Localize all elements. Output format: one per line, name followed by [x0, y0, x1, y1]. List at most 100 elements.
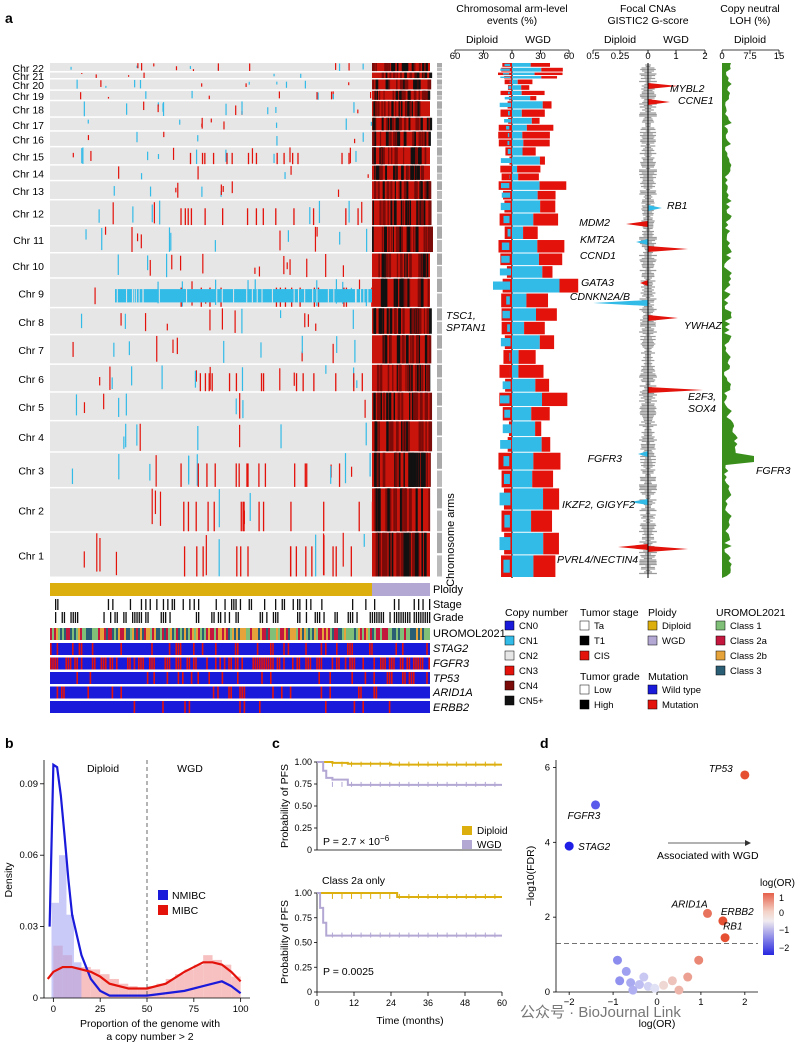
focal-peak [630, 499, 648, 505]
wgd-segment [408, 200, 410, 226]
cn-segment [111, 377, 113, 389]
cn-segment [179, 255, 182, 271]
wgd-segment [426, 364, 430, 392]
cn-segment [75, 394, 78, 416]
arm-dip-loss [508, 91, 510, 95]
uromol-cell [270, 628, 272, 640]
uromol-cell [158, 628, 160, 640]
mutation-mark [193, 657, 195, 670]
b-wgd-label: WGD [177, 763, 203, 775]
legend-ploidy-swatch [647, 635, 658, 646]
wgd-segment [418, 308, 422, 334]
uromol-cell [60, 628, 62, 640]
grade-mark [55, 612, 57, 623]
cn-segment [283, 255, 285, 275]
cn-segment [226, 152, 228, 165]
d-colorbar-tick: 0 [779, 908, 784, 918]
d-xtick-label: −2 [564, 997, 575, 1008]
grade-mark [371, 612, 374, 623]
wgd-segment [418, 364, 420, 392]
uromol-cell [416, 628, 418, 640]
wgd-segment [375, 488, 378, 532]
cn-segment [330, 466, 332, 484]
focal-peak [640, 280, 648, 286]
stage-mark [429, 599, 431, 610]
cn-segment [195, 501, 197, 532]
chr-band [50, 364, 430, 392]
uromol-cell [368, 628, 370, 640]
mutation-mark [166, 672, 169, 684]
wgd-segment [382, 452, 386, 487]
cn-segment [118, 453, 120, 480]
wgd-segment [410, 72, 413, 79]
uromol-cell [292, 628, 294, 640]
uromol-cell [242, 628, 244, 640]
nmibc-hist-bar [58, 855, 67, 998]
grade-mark [409, 612, 411, 623]
legend-uromol-item: Class 2b [730, 651, 767, 662]
grade-mark [110, 612, 112, 623]
legend-uromol-swatch [715, 635, 726, 646]
mutation-mark [388, 672, 391, 684]
c-legend-swatch [462, 840, 472, 849]
mutation-mark [239, 686, 241, 699]
chr-label: Chr 5 [18, 402, 44, 414]
grade-mark [162, 612, 165, 623]
wgd-segment [381, 101, 383, 117]
uromol-cell [320, 628, 322, 640]
arm-dip-gain [501, 173, 512, 181]
cn-segment [286, 262, 288, 270]
uromol-cell [160, 628, 162, 640]
uromol-cell [342, 628, 344, 640]
wgd-segment [408, 532, 411, 577]
stage-mark [299, 599, 301, 610]
wgd-block [372, 452, 430, 487]
cn-segment [136, 424, 138, 446]
uromol-cell [240, 628, 242, 640]
wgd-segment [404, 79, 408, 90]
uromol-cell [308, 628, 310, 640]
c-ytick-label: 0.75 [294, 779, 312, 789]
cn-segment [316, 226, 318, 237]
arm-dip-loss [501, 255, 510, 263]
grade-mark [429, 612, 431, 623]
cn-segment [126, 103, 128, 115]
d-point [650, 983, 660, 993]
wgd-segment [373, 101, 376, 117]
mutation-mark [243, 686, 246, 699]
uromol-cell [108, 628, 110, 640]
wgd-segment [418, 131, 422, 146]
arm-p [437, 131, 442, 139]
legend-cn-swatch [504, 650, 515, 661]
cn-segment [149, 186, 152, 197]
arm-q [437, 321, 442, 334]
cn-segment [205, 535, 207, 576]
cn-segment [176, 337, 178, 355]
chr-band [50, 63, 430, 72]
cn-segment [197, 463, 199, 487]
legend-mutation-item: Mutation [662, 700, 698, 711]
arm-tick-label: 30 [478, 51, 489, 62]
wgd-segment [424, 63, 426, 72]
cn-segment [248, 81, 250, 85]
cn-segment [294, 463, 296, 487]
wgd-segment [380, 165, 383, 180]
c-ytick-label: 1.00 [294, 888, 312, 898]
mutation-mark [105, 657, 107, 670]
cn-segment [362, 132, 364, 142]
uromol-cell [358, 628, 360, 640]
d-point [694, 955, 704, 965]
c-km-wgd [317, 892, 502, 937]
arm-wgd-loss [512, 555, 534, 577]
arm-dip-gain [500, 165, 512, 173]
wgd-segment [391, 421, 394, 452]
c-km-diploid [317, 761, 502, 766]
cn-segment [258, 463, 260, 487]
arm-wgd-gain [537, 240, 565, 253]
arm-p [437, 452, 442, 469]
arm-dip-loss [504, 63, 511, 67]
gene-label: E2F3, [688, 391, 716, 403]
mutation-mark [281, 686, 283, 699]
uromol-cell [338, 628, 340, 640]
legend-mutation-swatch [647, 684, 658, 695]
